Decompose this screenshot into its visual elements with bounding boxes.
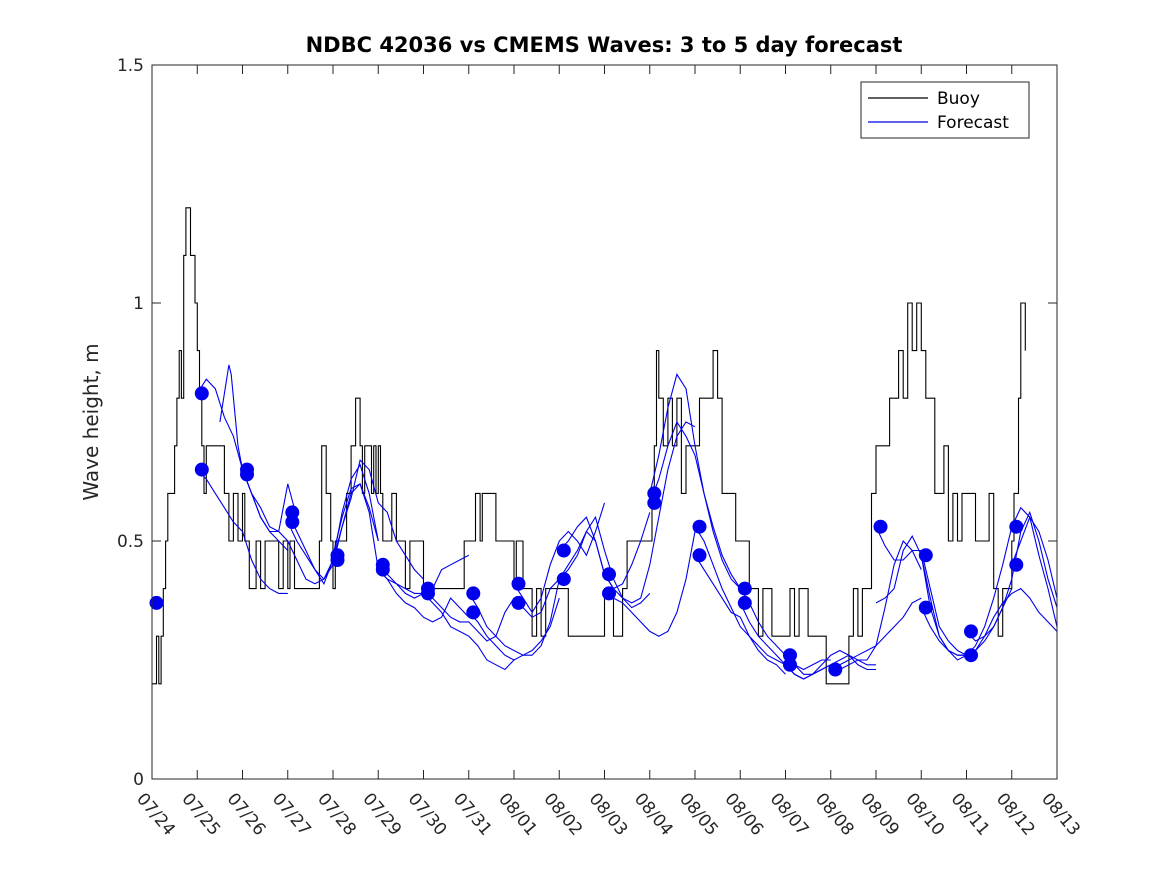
forecast-start-marker	[964, 648, 978, 663]
forecast-start-markers	[149, 386, 1024, 677]
legend-buoy-label: Buoy	[937, 89, 980, 109]
forecast-start-marker	[964, 624, 978, 639]
forecast-start-marker	[1009, 519, 1024, 534]
forecast-start-marker	[692, 519, 707, 534]
buoy-line	[152, 207, 1026, 685]
forecast-start-marker	[330, 553, 345, 567]
forecast-line-22	[649, 420, 741, 589]
plot-area	[152, 65, 1057, 779]
y-tick-label: 0.5	[117, 532, 144, 552]
chart-title: NDBC 42036 vs CMEMS Waves: 3 to 5 day fo…	[306, 33, 903, 57]
buoy-series	[152, 207, 1026, 685]
y-tick-label: 1.5	[117, 56, 144, 76]
forecast-line-38	[1011, 506, 1058, 627]
y-axis-label: Wave height, m	[79, 343, 103, 500]
y-tick-label: 0	[133, 770, 144, 790]
forecast-start-marker	[421, 586, 435, 601]
forecast-start-marker	[783, 657, 797, 672]
y-tick-label: 1	[133, 294, 144, 314]
forecast-start-marker	[647, 495, 662, 510]
forecast-line-28	[785, 649, 876, 680]
forecast-line-23	[694, 526, 786, 666]
forecast-line-18	[558, 515, 651, 609]
forecast-start-marker	[1009, 557, 1024, 572]
legend: Buoy Forecast	[860, 81, 1030, 139]
forecast-start-marker	[194, 462, 209, 477]
forecast-line-20	[604, 531, 696, 637]
forecast-line-8	[332, 458, 424, 580]
forecast-start-marker	[375, 562, 390, 577]
forecast-start-marker	[692, 548, 707, 563]
forecast-start-marker	[466, 586, 481, 601]
forecast-start-marker	[511, 595, 526, 610]
forecast-start-marker	[602, 567, 616, 582]
forecast-start-marker	[466, 605, 481, 620]
forecast-start-marker	[602, 586, 616, 601]
forecast-start-marker	[556, 572, 571, 587]
forecast-line-21	[649, 373, 741, 589]
forecast-line-10	[377, 569, 470, 623]
forecast-line-14	[468, 597, 560, 661]
forecast-start-marker	[737, 581, 752, 596]
forecast-start-marker	[828, 662, 843, 677]
forecast-line-11	[423, 588, 515, 642]
y-axis-ticks: 0 0.5 1 1.5	[117, 56, 1057, 790]
legend-forecast-label: Forecast	[937, 113, 1009, 133]
forecast-start-marker	[285, 515, 300, 529]
forecast-line-2	[196, 469, 288, 594]
forecast-line-30	[830, 597, 922, 670]
forecast-start-marker	[873, 519, 888, 534]
forecast-start-marker	[285, 505, 300, 520]
forecast-start-marker	[149, 595, 164, 610]
forecast-line-37	[1011, 515, 1058, 599]
forecast-start-marker	[556, 543, 571, 558]
forecast-line-35	[966, 510, 1058, 642]
forecast-line-19	[604, 421, 696, 604]
forecast-line-13	[468, 578, 560, 656]
forecast-line-36	[966, 587, 1058, 656]
forecast-start-marker	[918, 548, 933, 563]
forecast-line-24	[694, 555, 786, 675]
forecast-start-marker	[737, 595, 752, 610]
forecast-line-12	[423, 593, 515, 671]
forecast-start-marker	[240, 467, 254, 482]
forecast-line-4	[241, 469, 334, 585]
forecast-start-marker	[194, 386, 209, 401]
forecast-line-15	[513, 502, 606, 614]
forecast-start-marker	[511, 576, 526, 591]
legend-box	[860, 81, 1030, 139]
forecast-start-marker	[918, 600, 933, 615]
forecast-start-marker	[783, 648, 797, 663]
